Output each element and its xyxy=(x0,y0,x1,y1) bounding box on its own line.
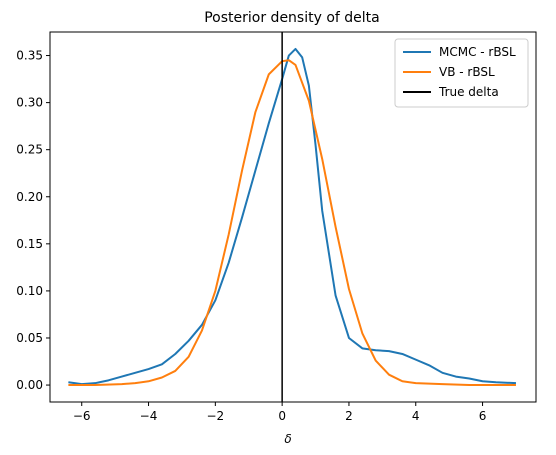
y-tick-label: 0.05 xyxy=(16,331,43,345)
x-tick-label: −4 xyxy=(140,409,158,423)
y-tick-label: 0.20 xyxy=(16,190,43,204)
y-tick-label: 0.00 xyxy=(16,378,43,392)
x-tick-label: −6 xyxy=(73,409,91,423)
x-tick-label: 6 xyxy=(479,409,487,423)
y-tick-label: 0.25 xyxy=(16,143,43,157)
series-line-vb-rbsl xyxy=(68,59,516,387)
y-tick-label: 0.15 xyxy=(16,237,43,251)
x-tick-label: 2 xyxy=(345,409,353,423)
legend-label: VB - rBSL xyxy=(439,65,495,79)
series-line-mcmc-rbsl xyxy=(68,47,517,386)
legend-box xyxy=(394,38,529,108)
y-axis: 0.00 0.05 0.10 0.15 0.20 0.25 0.30 0.35 xyxy=(16,49,50,392)
legend: MCMC - rBSL VB - rBSL True delta xyxy=(394,38,529,108)
plot-area xyxy=(49,31,537,403)
x-tick-label: −2 xyxy=(206,409,224,423)
y-tick-label: 0.30 xyxy=(16,96,43,110)
plot-frame xyxy=(49,31,537,403)
x-tick-label: 0 xyxy=(278,409,286,423)
legend-label: MCMC - rBSL xyxy=(439,45,516,59)
x-axis-label: δ xyxy=(284,432,291,446)
chart-title: Posterior density of delta xyxy=(204,10,380,26)
y-tick-label: 0.10 xyxy=(16,284,43,298)
x-axis: −6 −4 −2 0 2 4 6 xyxy=(73,402,486,423)
y-tick-label: 0.35 xyxy=(16,49,43,63)
x-tick-label: 4 xyxy=(412,409,420,423)
legend-label: True delta xyxy=(438,85,499,99)
